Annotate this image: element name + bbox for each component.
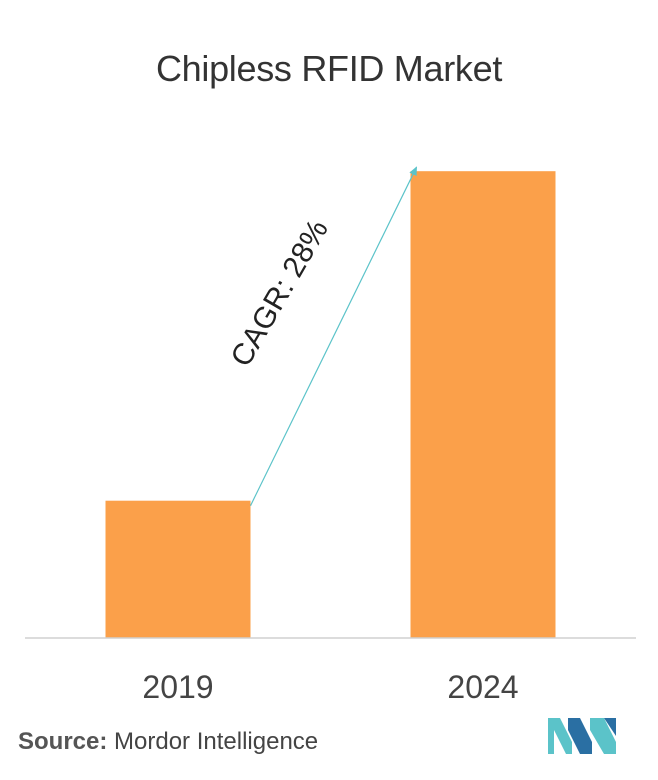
- source-text: Mordor Intelligence: [114, 728, 319, 755]
- x-tick-labels: 2019 2024: [142, 669, 518, 705]
- x-tick-label-2019: 2019: [142, 669, 213, 705]
- chart-title: Chipless RFID Market: [155, 48, 503, 89]
- bars-layer: [105, 171, 556, 638]
- cagr-annotation: CAGR: 28%: [225, 214, 335, 372]
- source-label: Source:: [18, 728, 108, 755]
- cagr-arrow: [249, 166, 418, 506]
- mordor-intelligence-logo-icon: [548, 718, 616, 754]
- bar-2019: [105, 500, 251, 638]
- x-tick-label-2024: 2024: [447, 669, 518, 705]
- bar-2024: [410, 171, 556, 638]
- source-line: Source: Mordor Intelligence: [18, 728, 318, 756]
